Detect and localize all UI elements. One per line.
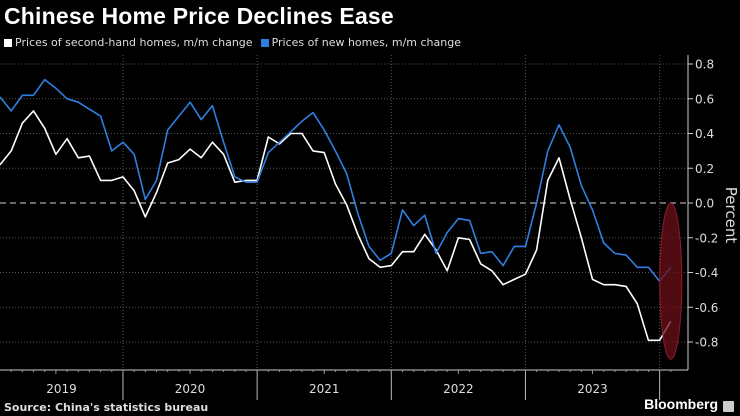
legend-label: Prices of new homes, m/m change xyxy=(271,36,461,49)
y-tick-label: 0.4 xyxy=(695,127,714,141)
legend-item-second-hand: Prices of second-hand homes, m/m change xyxy=(4,36,253,49)
bloomberg-logo: Bloomberg xyxy=(644,396,718,412)
x-tick-label: 2019 xyxy=(46,382,77,396)
source-note: Source: China's statistics bureau xyxy=(4,401,209,414)
chart-title: Chinese Home Price Declines Ease xyxy=(4,3,394,29)
legend-item-new: Prices of new homes, m/m change xyxy=(260,36,461,49)
y-tick-label: -0.8 xyxy=(695,336,718,350)
series-line-second-hand xyxy=(0,110,672,342)
y-tick-label: -0.2 xyxy=(695,231,718,245)
x-tick-label: 2022 xyxy=(443,382,474,396)
legend-label: Prices of second-hand homes, m/m change xyxy=(15,36,253,49)
highlight-ellipse xyxy=(659,202,683,360)
legend-swatch-blue xyxy=(260,38,269,47)
y-tick-label: 0.6 xyxy=(695,92,714,106)
x-tick-label: 2023 xyxy=(577,382,608,396)
x-tick-label: 2020 xyxy=(175,382,206,396)
y-axis-label: Percent xyxy=(722,187,740,244)
x-tick-label: 2021 xyxy=(309,382,340,396)
y-tick-label: -0.6 xyxy=(695,301,718,315)
chart-icon xyxy=(723,401,734,412)
legend: Prices of second-hand homes, m/m change … xyxy=(4,36,461,49)
y-tick-label: 0.0 xyxy=(695,197,714,211)
y-tick-label: 0.2 xyxy=(695,162,714,176)
y-tick-label: 0.8 xyxy=(695,58,714,72)
legend-swatch-white xyxy=(4,38,12,47)
y-tick-label: -0.4 xyxy=(695,266,718,280)
